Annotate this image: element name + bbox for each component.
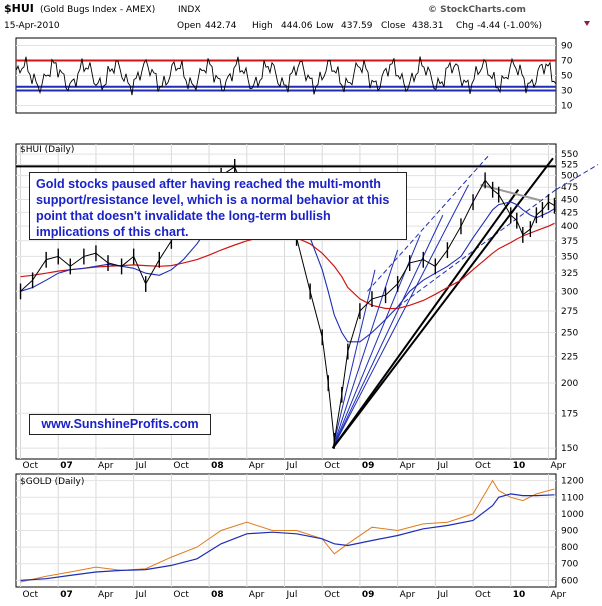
price-x-tick-label: Apr (550, 461, 566, 471)
price-tick-label: 550 (561, 150, 578, 160)
price-x-tick-label: 08 (211, 461, 224, 471)
gold-x-tick-label: 08 (211, 590, 224, 600)
fan-line-0 (332, 269, 376, 449)
channel-extension-line (555, 164, 599, 191)
price-x-tick-label: Oct (173, 461, 189, 471)
indicator-tick-label: 90 (561, 42, 573, 52)
header-close-label: Close (381, 21, 406, 31)
header-high-label: High (252, 21, 273, 31)
price-tick-label: 175 (561, 409, 578, 419)
header-chg-value: -4.44 (-1.00%) (477, 21, 542, 31)
gold-tick-label: 1000 (561, 510, 584, 520)
price-x-tick-label: Oct (475, 461, 491, 471)
indicator-oscillator-line (15, 56, 557, 96)
gold-tick-label: 1100 (561, 493, 584, 503)
header-open-label: Open (177, 21, 201, 31)
channel-upper-line (367, 155, 489, 292)
indicator-tick-label: 30 (561, 87, 573, 97)
price-tick-label: 300 (561, 287, 578, 297)
price-tick-label: 150 (561, 444, 578, 454)
gold-x-tick-label: Apr (249, 590, 265, 600)
price-x-tick-label: 09 (362, 461, 375, 471)
gold-x-tick-label: Apr (550, 590, 566, 600)
gold-x-tick-label: Apr (400, 590, 416, 600)
price-tick-label: 525 (561, 161, 578, 171)
price-x-tick-label: Jul (285, 461, 297, 471)
price-tick-label: 500 (561, 172, 578, 182)
support-line-2 (331, 157, 554, 449)
website-link[interactable]: www.SunshineProfits.com (29, 414, 211, 435)
header-brand: © StockCharts.com (428, 5, 526, 15)
price-tick-label: 350 (561, 252, 578, 262)
gold-x-tick-label: 10 (513, 590, 526, 600)
gold-x-tick-label: 07 (60, 590, 73, 600)
gold-x-tick-label: 09 (362, 590, 375, 600)
header-low-label: Low (316, 21, 334, 31)
gold-x-tick-label: Jul (436, 590, 448, 600)
header-exchange: INDX (178, 5, 200, 15)
indicator-tick-label: 50 (561, 72, 573, 82)
gold-panel-title: $GOLD (Daily) (20, 477, 84, 487)
gold-x-tick-label: Jul (285, 590, 297, 600)
price-tick-label: 400 (561, 222, 578, 232)
gold-x-tick-label: Oct (475, 590, 491, 600)
price-x-tick-label: Apr (98, 461, 114, 471)
annotation-box: Gold stocks paused after having reached … (29, 172, 407, 240)
price-x-tick-label: Oct (324, 461, 340, 471)
price-tick-label: 450 (561, 195, 578, 205)
gold-x-tick-label: Oct (173, 590, 189, 600)
header-close-value: 438.31 (412, 21, 444, 31)
down-arrow-icon (584, 21, 590, 26)
price-x-tick-label: Apr (400, 461, 416, 471)
header-symbol: $HUI (4, 2, 34, 15)
gold-x-tick-label: Oct (23, 590, 39, 600)
header-low-value: 437.59 (341, 21, 373, 31)
price-tick-label: 475 (561, 183, 578, 193)
price-long-ma-line (20, 222, 555, 310)
gold-x-tick-label: Jul (135, 590, 147, 600)
price-x-tick-label: Oct (23, 461, 39, 471)
indicator-tick-label: 10 (561, 102, 573, 112)
price-x-tick-label: Apr (249, 461, 265, 471)
gold-tick-label: 1200 (561, 477, 584, 487)
gold-tick-label: 900 (561, 527, 578, 537)
header-date: 15-Apr-2010 (4, 21, 60, 31)
support-line-1 (331, 189, 520, 449)
price-x-tick-label: 07 (60, 461, 73, 471)
header-high-value: 444.06 (281, 21, 313, 31)
indicator-tick-label: 70 (561, 57, 573, 67)
header-open-value: 442.74 (205, 21, 237, 31)
header-index-name: (Gold Bugs Index - AMEX) (40, 5, 155, 15)
price-short-ma-line (20, 198, 555, 343)
gold-tick-label: 800 (561, 543, 578, 553)
gold-tick-label: 600 (561, 576, 578, 586)
price-line (20, 166, 555, 441)
price-tick-label: 325 (561, 269, 578, 279)
fan-line-4 (332, 184, 469, 449)
header-chg-label: Chg (456, 21, 474, 31)
price-tick-label: 275 (561, 307, 578, 317)
price-x-tick-label: Jul (436, 461, 448, 471)
price-tick-label: 425 (561, 208, 578, 218)
price-panel-title: $HUI (Daily) (20, 145, 74, 155)
gold-ma-line (20, 493, 555, 581)
price-tick-label: 250 (561, 329, 578, 339)
price-tick-label: 200 (561, 379, 578, 389)
gold-x-tick-label: Oct (324, 590, 340, 600)
gold-x-tick-label: Apr (98, 590, 114, 600)
fan-line-3 (332, 214, 444, 449)
price-tick-label: 225 (561, 352, 578, 362)
price-tick-label: 375 (561, 237, 578, 247)
price-x-tick-label: Jul (135, 461, 147, 471)
gold-tick-label: 700 (561, 560, 578, 570)
fan-line-1 (332, 249, 399, 449)
price-x-tick-label: 10 (513, 461, 526, 471)
